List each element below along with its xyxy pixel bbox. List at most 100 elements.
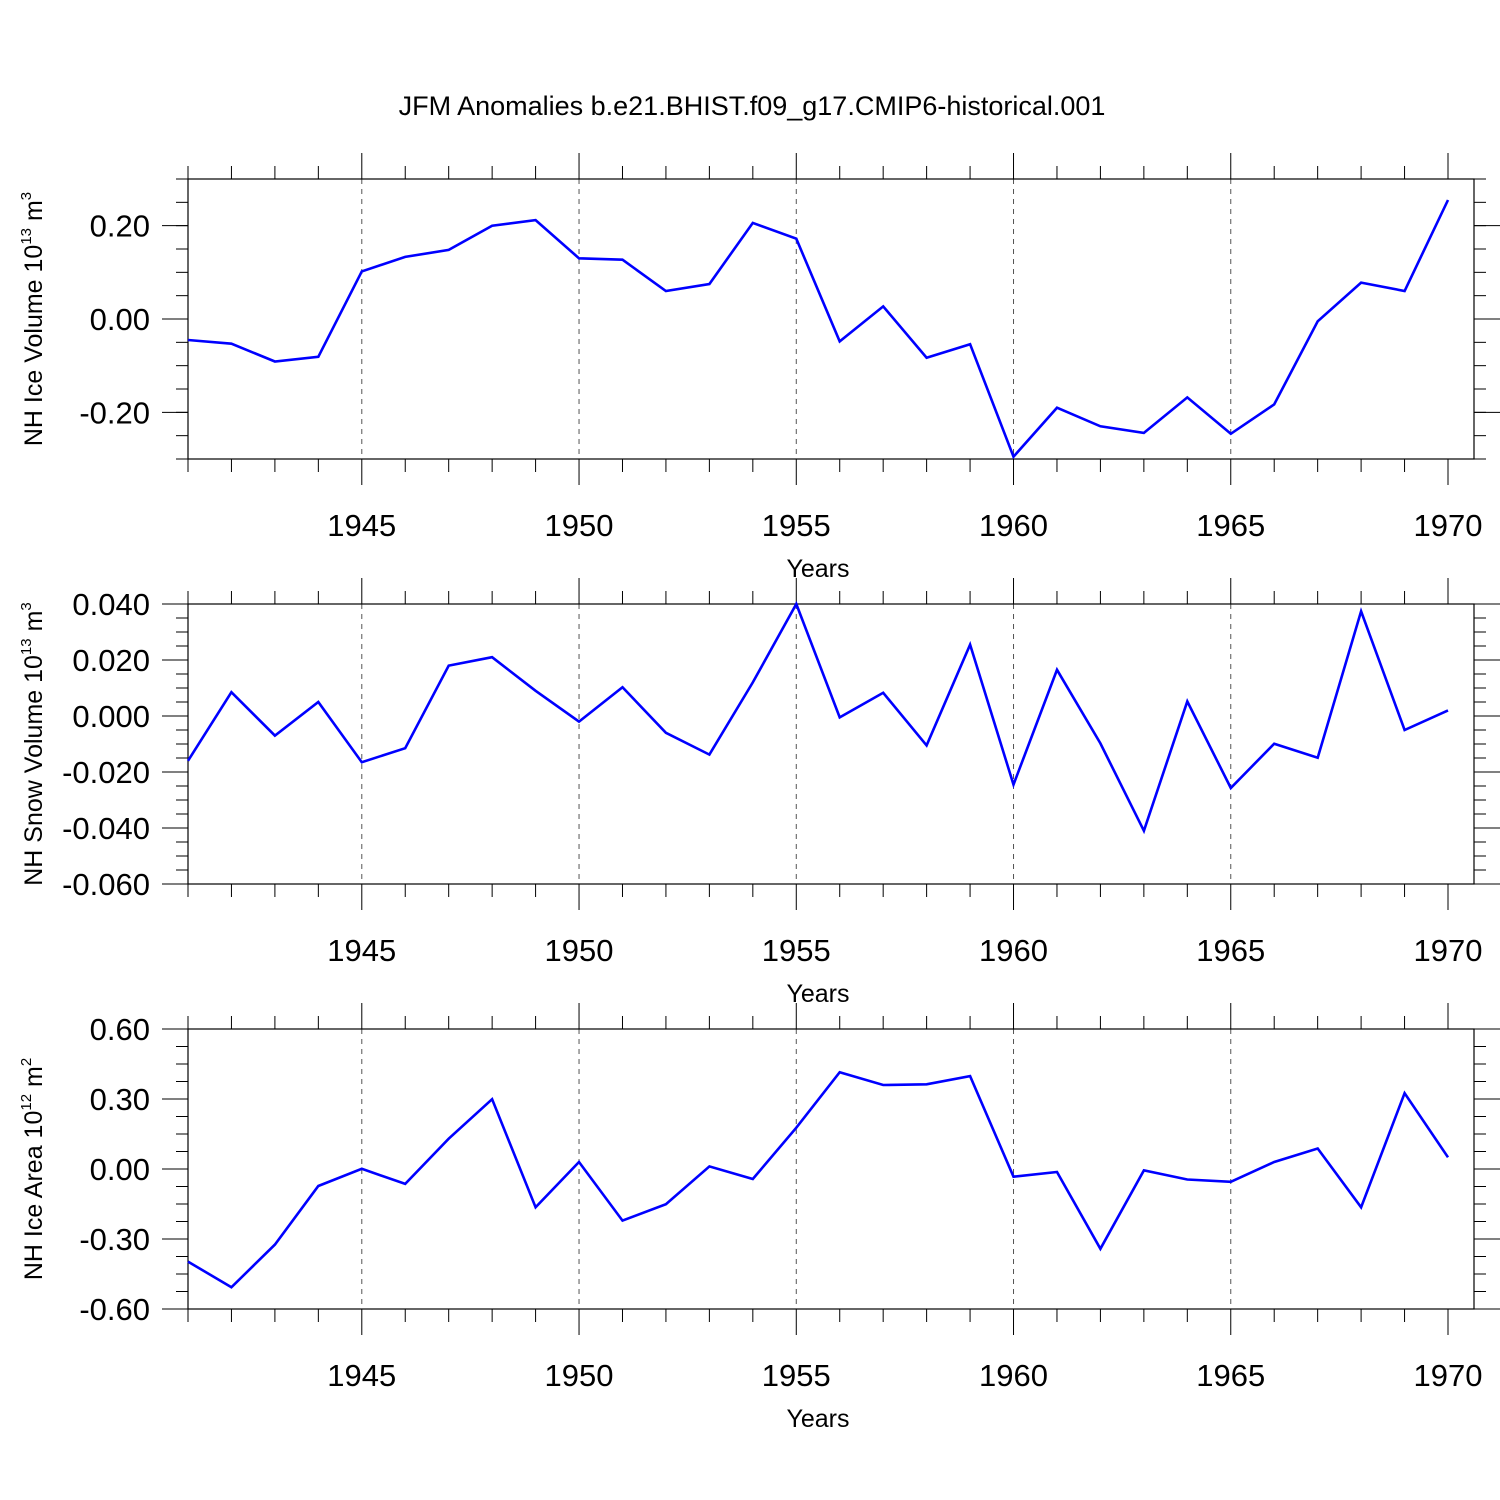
y-axis-label-text: NH Snow Volume 10	[20, 655, 48, 886]
data-point	[707, 282, 711, 286]
data-point	[490, 655, 494, 659]
data-point	[534, 689, 538, 693]
data-point	[1403, 1091, 1407, 1095]
y-tick-label: 0.30	[90, 1082, 150, 1117]
data-point	[968, 342, 972, 346]
x-axis-label: Years	[786, 1405, 849, 1433]
series-line	[186, 600, 1449, 835]
x-tick-label: 1945	[327, 933, 396, 968]
data-point	[447, 1137, 451, 1141]
chart-panel-2: 0.040 0.020 0.000 -0.020 -0.040 -0.060 1945 195…	[18, 578, 1500, 1008]
data-point	[1272, 742, 1276, 746]
y-axis-label-unit: m	[20, 200, 48, 228]
y-tick-label: 0.040	[72, 587, 150, 622]
data-point	[490, 224, 494, 228]
data-point	[707, 753, 711, 757]
x-tick-label: 1960	[979, 933, 1048, 968]
data-point	[751, 1177, 755, 1181]
data-point	[1446, 1155, 1450, 1159]
data-point	[838, 339, 842, 343]
data-point	[1012, 455, 1016, 459]
y-axis-label-unit: m	[20, 611, 48, 639]
data-point	[1272, 1160, 1276, 1164]
data-point	[1142, 1168, 1146, 1172]
x-tick-label: 1955	[762, 1358, 831, 1393]
plot-frame	[187, 603, 1475, 885]
data-point	[1446, 708, 1450, 712]
data-point	[447, 664, 451, 668]
data-point	[403, 255, 407, 259]
data-point	[968, 643, 972, 647]
data-point	[664, 289, 668, 293]
data-point	[838, 715, 842, 719]
y-tick-label: -0.60	[79, 1292, 150, 1327]
y-axis-label-text: NH Ice Area 10	[20, 1111, 48, 1281]
x-tick-label: 1965	[1196, 508, 1265, 543]
data-point	[1098, 1247, 1102, 1251]
y-tick-label: -0.20	[79, 395, 150, 430]
data-point	[273, 1243, 277, 1247]
y-tick-label: 0.020	[72, 643, 150, 678]
data-point	[186, 759, 190, 763]
x-axis-label: Years	[786, 555, 849, 583]
data-point	[794, 1126, 798, 1130]
y-tick-label: -0.30	[79, 1222, 150, 1257]
data-point	[490, 1097, 494, 1101]
data-point	[1316, 319, 1320, 323]
series-line	[187, 199, 1450, 460]
data-point	[1359, 1205, 1363, 1209]
data-point	[1012, 783, 1016, 787]
data-point	[881, 1083, 885, 1087]
data-point	[534, 1205, 538, 1209]
data-point	[794, 237, 798, 241]
data-point	[403, 1182, 407, 1186]
data-point	[1316, 756, 1320, 760]
data-point	[1359, 609, 1363, 613]
x-tick-label: 1970	[1414, 508, 1483, 543]
data-point	[1403, 728, 1407, 732]
data-point	[229, 690, 233, 694]
data-point	[1359, 281, 1363, 285]
x-tick-label: 1960	[979, 508, 1048, 543]
data-point	[1055, 1170, 1059, 1174]
data-point	[925, 356, 929, 360]
y-tick-label: 0.000	[72, 699, 150, 734]
data-point	[1142, 431, 1146, 435]
data-point	[577, 720, 581, 724]
x-tick-label: 1950	[545, 933, 614, 968]
data-point	[620, 685, 624, 689]
y-axis-label-exponent: 12	[18, 1094, 35, 1111]
y-tick-label: 0.60	[90, 1012, 150, 1047]
data-point	[751, 221, 755, 225]
data-point	[1012, 1175, 1016, 1179]
y-tick-label: 0.00	[90, 302, 150, 337]
data-point	[1055, 406, 1059, 410]
y-tick-label: -0.060	[62, 867, 150, 902]
y-tick-label: 0.00	[90, 1152, 150, 1187]
chart-panel-3: 0.60 0.30 0.00 -0.30 -0.60 1945 1950 1955 1960 19…	[18, 1003, 1500, 1433]
data-point	[316, 355, 320, 359]
data-point	[186, 338, 190, 342]
y-axis-label: NH Ice Volume 1013 m3	[18, 192, 48, 446]
data-point	[273, 734, 277, 738]
data-point	[534, 218, 538, 222]
x-tick-label: 1970	[1414, 1358, 1483, 1393]
data-point	[447, 248, 451, 252]
data-point	[316, 1184, 320, 1188]
data-point	[1142, 829, 1146, 833]
x-tick-label: 1965	[1196, 1358, 1265, 1393]
y-axis-label-unit-exponent: 3	[18, 602, 35, 610]
data-point	[360, 760, 364, 764]
data-point	[577, 256, 581, 260]
data-point	[1229, 432, 1233, 436]
data-point	[751, 680, 755, 684]
y-axis-label: NH Ice Area 1012 m2	[18, 1058, 48, 1280]
y-axis-label: NH Snow Volume 1013 m3	[18, 602, 48, 886]
y-axis-label-unit: m	[20, 1066, 48, 1094]
figure-title: JFM Anomalies b.e21.BHIST.f09_g17.CMIP6-…	[399, 91, 1106, 121]
data-point	[577, 1160, 581, 1164]
y-axis-label-unit-exponent: 2	[18, 1058, 35, 1066]
y-axis-label-exponent: 13	[18, 228, 35, 245]
y-axis-label-text: NH Ice Volume 10	[20, 245, 48, 447]
y-tick-label: 0.20	[90, 209, 150, 244]
